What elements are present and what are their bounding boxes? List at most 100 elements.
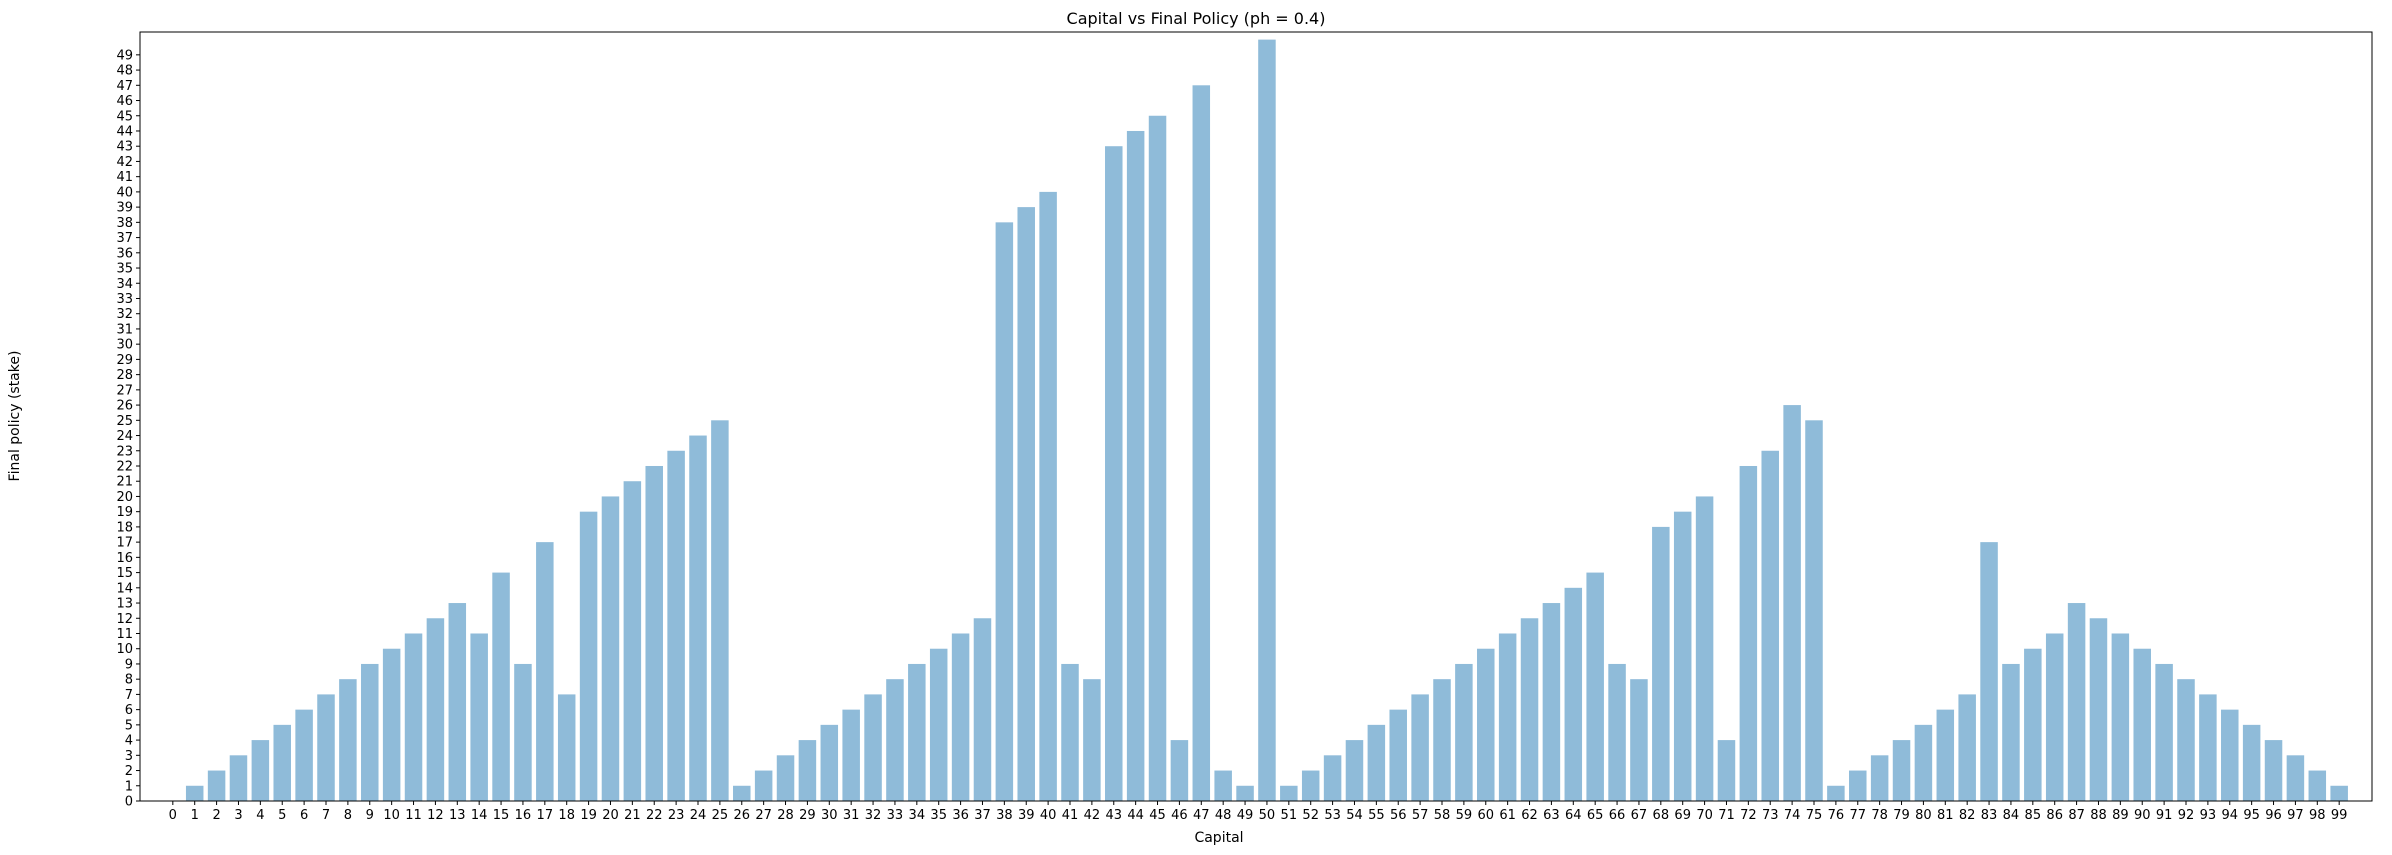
bar-4 [251, 740, 270, 801]
bar-79 [1892, 740, 1911, 801]
x-tick-label: 50 [1259, 808, 1276, 823]
x-tick-label: 7 [322, 808, 330, 823]
bar-28 [776, 755, 795, 801]
bar-73 [1761, 450, 1779, 801]
x-tick-label: 66 [1609, 808, 1626, 823]
x-tick-label: 60 [1477, 808, 1494, 823]
bar-89 [2111, 633, 2130, 801]
x-tick-label: 46 [1171, 808, 1188, 823]
x-tick-label: 61 [1499, 808, 1516, 823]
y-tick-label: 6 [125, 703, 133, 718]
x-tick-label: 56 [1390, 808, 1407, 823]
bar-50 [1258, 39, 1276, 801]
bar-27 [754, 770, 773, 801]
y-tick-label: 20 [116, 490, 133, 505]
bar-63 [1542, 603, 1561, 801]
y-tick-label: 45 [116, 109, 133, 124]
y-tick-label: 44 [116, 124, 133, 139]
y-tick-label: 22 [116, 459, 133, 474]
x-tick-label: 21 [624, 808, 641, 823]
x-tick-label: 4 [256, 808, 264, 823]
x-tick-label: 34 [909, 808, 926, 823]
x-tick-label: 79 [1893, 808, 1910, 823]
bar-86 [2045, 633, 2064, 801]
x-tick-label: 64 [1565, 808, 1582, 823]
bar-99 [2330, 785, 2348, 801]
y-tick-label: 21 [116, 475, 133, 490]
y-tick-label: 24 [116, 429, 133, 444]
x-tick-label: 19 [580, 808, 597, 823]
x-tick-label: 63 [1543, 808, 1560, 823]
x-tick-label: 87 [2068, 808, 2085, 823]
x-tick-label: 25 [712, 808, 729, 823]
x-tick-label: 48 [1215, 808, 1232, 823]
y-tick-label: 31 [116, 322, 133, 337]
y-tick-label: 28 [116, 368, 133, 383]
x-tick-label: 30 [821, 808, 838, 823]
y-tick-label: 10 [116, 642, 133, 657]
bar-8 [339, 679, 357, 801]
x-tick-label: 32 [865, 808, 882, 823]
bar-72 [1739, 465, 1758, 801]
bar-32 [864, 694, 882, 801]
x-tick-label: 42 [1084, 808, 1101, 823]
y-tick-label: 4 [125, 734, 133, 749]
bar-38 [995, 222, 1014, 801]
x-tick-label: 43 [1105, 808, 1122, 823]
bar-71 [1717, 740, 1736, 801]
x-tick-label: 84 [2003, 808, 2020, 823]
x-tick-label: 16 [515, 808, 532, 823]
x-tick-label: 3 [234, 808, 242, 823]
x-tick-label: 17 [537, 808, 554, 823]
y-tick-label: 25 [116, 414, 133, 429]
bar-90 [2133, 648, 2151, 801]
bar-41 [1061, 663, 1079, 801]
y-tick-label: 17 [116, 536, 133, 551]
x-tick-label: 2 [212, 808, 220, 823]
bar-2 [207, 770, 226, 801]
bar-75 [1805, 420, 1823, 801]
bar-10 [382, 648, 401, 801]
bar-95 [2242, 724, 2261, 801]
bar-3 [229, 755, 248, 801]
bar-59 [1455, 663, 1473, 801]
bar-52 [1301, 770, 1320, 801]
bar-80 [1914, 724, 1933, 801]
bar-44 [1126, 130, 1145, 801]
x-tick-label: 88 [2090, 808, 2107, 823]
bar-81 [1936, 709, 1955, 801]
y-tick-label: 47 [116, 79, 133, 94]
bar-96 [2264, 740, 2283, 801]
y-axis-label: Final policy (stake) [7, 351, 23, 482]
x-tick-label: 89 [2112, 808, 2129, 823]
y-tick-label: 30 [116, 338, 133, 353]
bar-33 [886, 679, 904, 801]
x-tick-label: 82 [1959, 808, 1976, 823]
y-tick-label: 37 [116, 231, 133, 246]
y-tick-label: 9 [125, 657, 133, 672]
x-tick-label: 47 [1193, 808, 1210, 823]
x-tick-label: 33 [887, 808, 904, 823]
plot-frame [139, 31, 2373, 802]
x-tick-label: 62 [1521, 808, 1538, 823]
bar-29 [798, 740, 817, 801]
x-tick-label: 14 [471, 808, 488, 823]
x-tick-label: 95 [2243, 808, 2260, 823]
bar-6 [295, 709, 313, 801]
bar-7 [317, 694, 335, 801]
y-tick-label: 36 [116, 246, 133, 261]
x-tick-label: 92 [2178, 808, 2195, 823]
x-tick-label: 97 [2287, 808, 2304, 823]
x-tick-label: 1 [191, 808, 199, 823]
x-tick-label: 0 [169, 808, 177, 823]
x-tick-label: 15 [493, 808, 510, 823]
x-tick-label: 49 [1237, 808, 1254, 823]
bar-51 [1280, 785, 1298, 801]
bar-42 [1083, 679, 1101, 801]
x-tick-label: 28 [777, 808, 794, 823]
y-tick-label: 12 [116, 612, 133, 627]
bar-35 [929, 648, 948, 801]
bar-57 [1411, 694, 1429, 801]
bar-13 [448, 603, 467, 801]
